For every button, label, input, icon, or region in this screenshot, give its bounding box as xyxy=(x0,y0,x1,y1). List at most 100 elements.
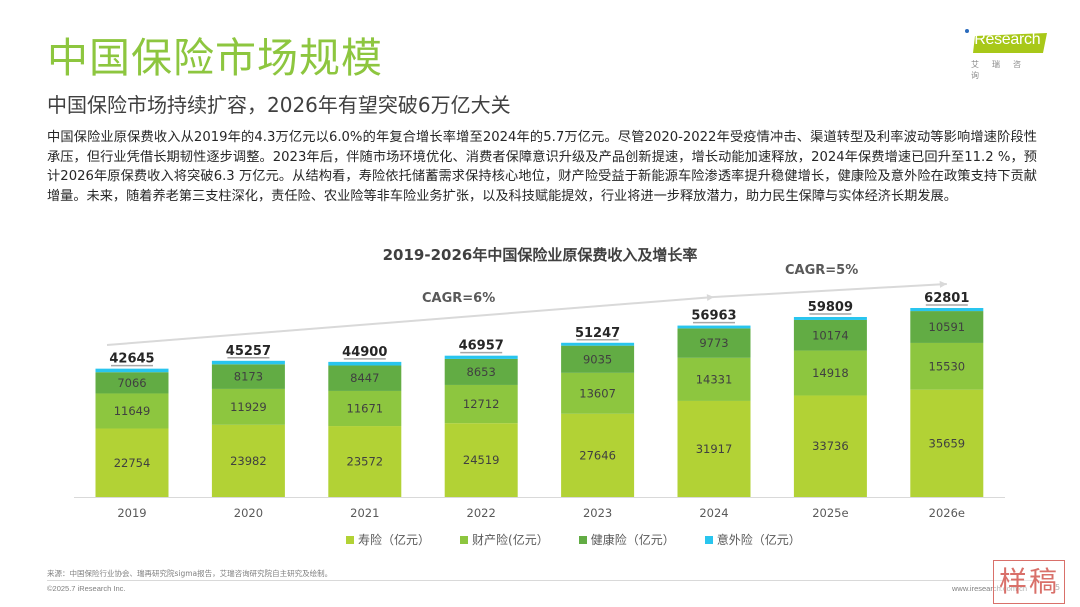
bar-segment xyxy=(910,311,984,343)
logo-text: iResearch xyxy=(971,31,1041,48)
bar-segment xyxy=(444,384,518,424)
segment-value-label: 12712 xyxy=(463,397,500,411)
cagr-annotation: CAGR=5% xyxy=(785,263,859,278)
bar-segment xyxy=(95,393,169,429)
segment-value-label: 24519 xyxy=(463,453,500,467)
cagr-annotation: CAGR=6% xyxy=(422,291,496,306)
x-tick-label: 2026e xyxy=(929,506,965,520)
bar-segment xyxy=(328,365,402,391)
logo-cn-text: 艾瑞咨询 xyxy=(971,60,1034,80)
legend-label: 意外险（亿元） xyxy=(716,533,801,547)
bar-segment xyxy=(95,428,169,497)
legend-swatch xyxy=(460,535,469,544)
legend-label: 寿险（亿元） xyxy=(358,533,431,547)
cagr-arrow-line xyxy=(106,296,715,346)
total-value-label: 56963 xyxy=(691,309,736,324)
bar-segment xyxy=(793,350,867,396)
segment-value-label: 11649 xyxy=(114,404,151,418)
bar-segment xyxy=(211,360,285,365)
cagr-arrow-head xyxy=(706,294,714,302)
legend-label: 健康险（亿元） xyxy=(590,533,675,547)
bar-segment xyxy=(211,388,285,425)
total-value-label: 46957 xyxy=(459,339,504,354)
legend-item-life: 寿险（亿元） xyxy=(346,531,430,548)
legend-swatch xyxy=(704,535,713,544)
summary-paragraph: 中国保险业原保费收入从2019年的4.3万亿元以6.0%的年复合增长率增至202… xyxy=(47,130,1037,204)
bar-segment xyxy=(328,361,402,366)
segment-value-label: 14331 xyxy=(696,372,733,386)
legend-swatch xyxy=(578,535,587,544)
bar-segment xyxy=(677,400,751,497)
segment-value-label: 11671 xyxy=(347,401,384,415)
segment-value-label: 8447 xyxy=(350,371,379,385)
bar-segment xyxy=(677,357,751,401)
bar-segment xyxy=(677,328,751,358)
segment-value-label: 33736 xyxy=(812,439,849,453)
total-value-label: 62801 xyxy=(924,291,969,306)
page-number: 5 xyxy=(1055,583,1061,592)
bar-segment xyxy=(793,319,867,351)
segment-value-label: 31917 xyxy=(696,442,733,456)
segment-value-label: 9035 xyxy=(583,352,612,366)
bar-segment xyxy=(793,395,867,497)
bar-segment xyxy=(677,325,751,329)
segment-value-label: 27646 xyxy=(579,448,616,462)
x-tick-label: 2020 xyxy=(234,506,263,520)
bar-segment xyxy=(328,390,402,427)
source-note: 来源：中国保险行业协会、瑞再研究院sigma报告，艾瑞咨询研究院自主研究及绘制。 xyxy=(47,569,333,578)
segment-value-label: 8653 xyxy=(467,365,496,379)
segment-value-label: 14918 xyxy=(812,366,849,380)
bar-segment xyxy=(561,372,635,414)
page-title: 中国保险市场规模 xyxy=(47,34,383,82)
bar-segment xyxy=(211,424,285,497)
x-tick-label: 2024 xyxy=(699,506,728,520)
legend-item-accident: 意外险（亿元） xyxy=(704,531,801,548)
bar-segment xyxy=(328,426,402,497)
segment-value-label: 9773 xyxy=(699,336,728,350)
website-link[interactable]: www.iresearch.com.cn xyxy=(952,584,1028,593)
legend-item-health: 健康险（亿元） xyxy=(578,531,675,548)
total-value-label: 44900 xyxy=(342,345,387,360)
legend-swatch xyxy=(346,535,354,544)
bar-segment xyxy=(910,308,984,312)
segment-value-label: 15530 xyxy=(929,359,966,373)
watermark-stamp: 样稿 xyxy=(993,560,1065,604)
segment-value-label: 10591 xyxy=(929,320,966,334)
segment-value-label: 8173 xyxy=(234,370,263,384)
segment-value-label: 35659 xyxy=(929,436,966,450)
bar-segment xyxy=(793,317,867,320)
segment-value-label: 23572 xyxy=(347,455,384,469)
logo-badge-shape xyxy=(973,33,1047,53)
bar-segment xyxy=(561,413,635,497)
legend-label: 财产险(亿元） xyxy=(472,533,549,547)
x-tick-label: 2021 xyxy=(350,506,379,520)
x-tick-label: 2022 xyxy=(467,506,496,520)
bar-segment xyxy=(211,364,285,389)
segment-value-label: 23982 xyxy=(230,454,267,468)
bar-segment xyxy=(95,368,169,373)
cagr-arrow-line xyxy=(713,283,947,298)
cagr-arrow-head xyxy=(939,280,947,288)
segment-value-label: 11929 xyxy=(230,400,267,414)
total-value-label: 42645 xyxy=(109,352,154,367)
iresearch-logo: iResearch 艾瑞咨询 xyxy=(963,28,1053,80)
x-tick-label: 2019 xyxy=(117,506,146,520)
segment-value-label: 22754 xyxy=(114,456,151,470)
footer-divider xyxy=(47,580,1040,581)
bar-segment xyxy=(444,358,518,385)
bar-segment xyxy=(95,372,169,394)
segment-value-label: 7066 xyxy=(117,376,146,390)
x-tick-label: 2025e xyxy=(812,506,848,520)
legend-item-property: 财产险(亿元） xyxy=(460,531,549,548)
chart-title: 2019-2026年中国保险业原保费收入及增长率 xyxy=(382,246,698,264)
logo-dot-icon xyxy=(965,29,969,33)
segment-value-label: 10174 xyxy=(812,328,849,342)
total-value-label: 51247 xyxy=(575,326,620,341)
bar-segment xyxy=(444,355,518,359)
bar-segment xyxy=(910,389,984,497)
copyright: ©2025.7 iResearch Inc. xyxy=(47,584,126,593)
total-value-label: 45257 xyxy=(226,344,271,359)
bar-segment xyxy=(910,342,984,390)
bar-segment xyxy=(561,345,635,373)
